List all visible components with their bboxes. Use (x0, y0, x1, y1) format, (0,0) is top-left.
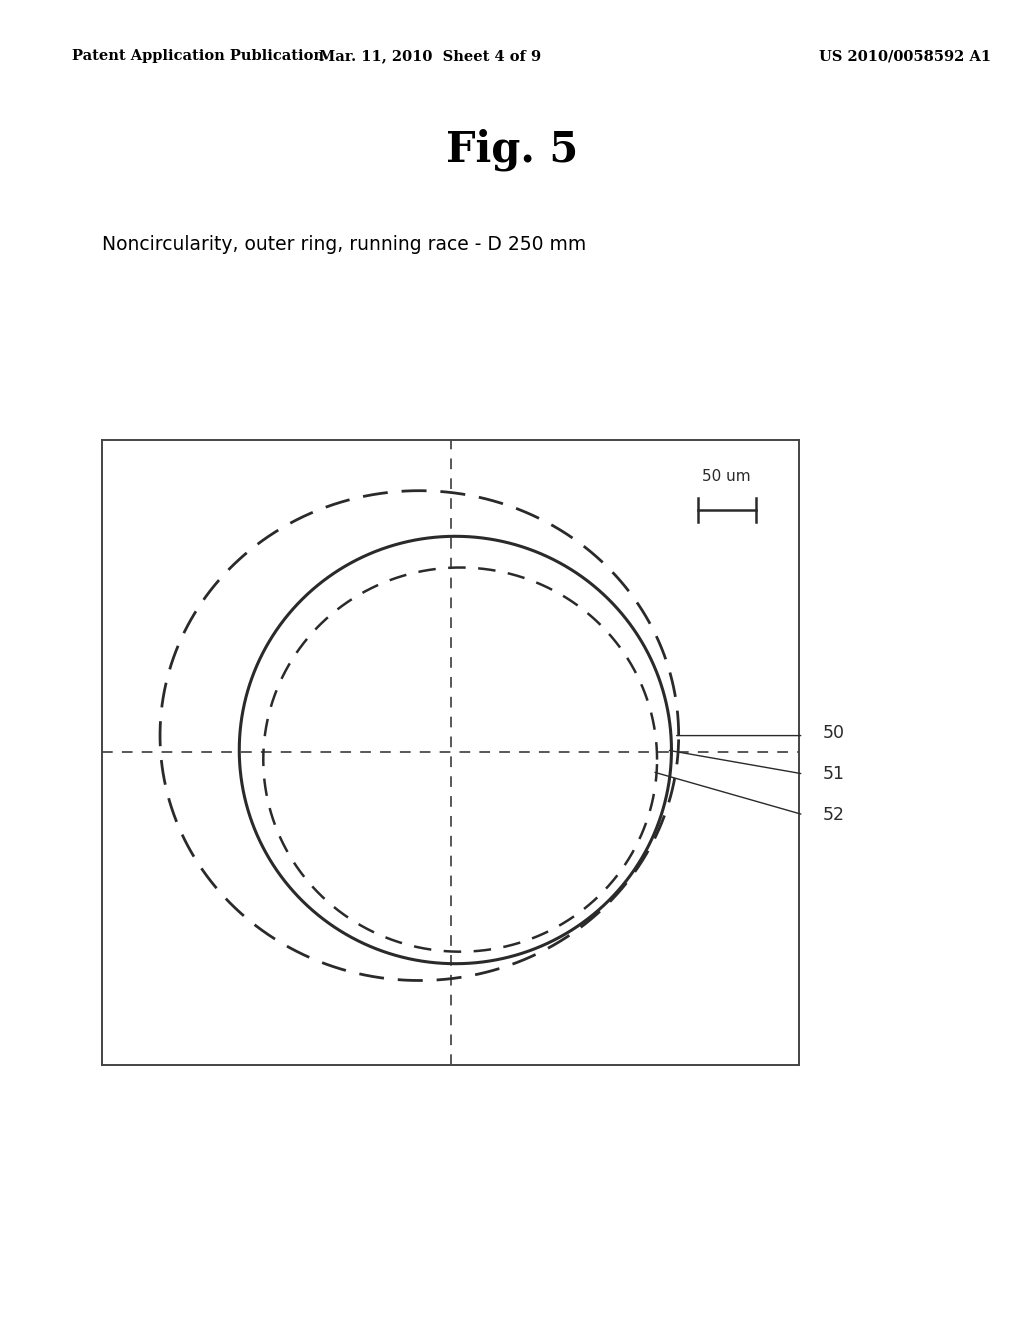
Text: Noncircularity, outer ring, running race - D 250 mm: Noncircularity, outer ring, running race… (102, 235, 587, 253)
Text: Fig. 5: Fig. 5 (445, 128, 579, 170)
Text: 50: 50 (822, 725, 845, 742)
Text: 52: 52 (822, 805, 845, 824)
Text: Mar. 11, 2010  Sheet 4 of 9: Mar. 11, 2010 Sheet 4 of 9 (319, 49, 541, 63)
Text: Patent Application Publication: Patent Application Publication (72, 49, 324, 63)
Text: 50 um: 50 um (702, 469, 751, 484)
Text: 51: 51 (822, 766, 845, 783)
Text: US 2010/0058592 A1: US 2010/0058592 A1 (819, 49, 991, 63)
